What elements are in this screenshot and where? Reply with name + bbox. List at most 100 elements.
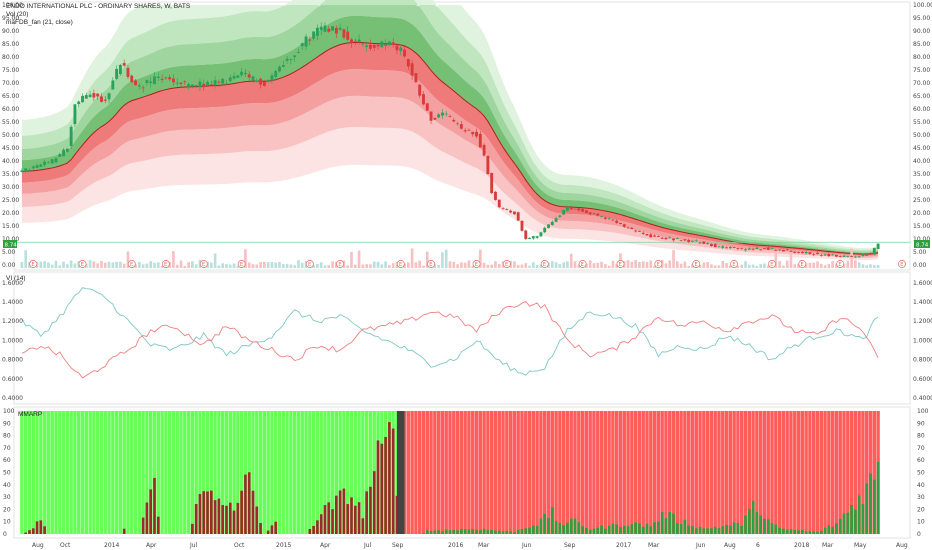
price-tick-right: 35.00	[913, 171, 930, 178]
candle-body	[115, 68, 119, 79]
candle-body	[709, 244, 713, 246]
mmarp-value-bar	[774, 524, 778, 534]
mmarp-value-bar	[156, 516, 160, 534]
candle-body	[834, 254, 838, 257]
candle-body	[872, 247, 876, 255]
price-tick-left: 55.00	[2, 119, 19, 126]
mmarp-value-bar	[221, 505, 225, 534]
candle-body	[84, 95, 88, 99]
mmarp-value-bar	[660, 512, 664, 534]
mmarp-value-bar	[808, 530, 812, 534]
symbol-title[interactable]: ENDO INTERNATIONAL PLC - ORDINARY SHARES…	[6, 3, 191, 10]
mmarp-regime-bar	[573, 411, 577, 534]
mmarp-regime-bar	[554, 411, 558, 534]
mmarp-regime-bar	[308, 411, 312, 534]
mmarp-value-bar	[823, 527, 827, 534]
volume-bar	[418, 260, 422, 268]
mmarp-tick-left: 30	[3, 494, 11, 501]
mmarp-regime-bar	[406, 411, 411, 534]
price-tick-right: 20.00	[913, 210, 930, 217]
mmarp-value-bar	[244, 474, 247, 534]
volume-bar	[160, 265, 164, 268]
mmarp-regime-bar	[50, 411, 54, 534]
earnings-marker: E	[199, 260, 208, 268]
mmarp-value-bar	[755, 511, 759, 534]
earnings-marker: E	[836, 260, 845, 268]
mmarp-value-bar	[331, 509, 334, 534]
mmarp-legend[interactable]: MMARP	[18, 411, 42, 418]
volume-bar	[312, 265, 315, 268]
earnings-marker: E	[540, 260, 549, 268]
volume-bar	[687, 265, 691, 268]
candle-body	[740, 248, 744, 250]
volume-bar	[357, 250, 361, 268]
volume-bar	[331, 261, 334, 268]
candle-body	[797, 252, 800, 253]
volume-bar	[729, 265, 732, 268]
earnings-letter: E	[475, 262, 478, 268]
candle-body	[171, 78, 175, 83]
volume-bar	[209, 262, 213, 268]
mmarp-regime-bar	[95, 411, 100, 534]
mmarp-regime-bar	[652, 411, 657, 534]
volume-bar	[433, 263, 437, 268]
candle-body	[630, 227, 634, 230]
mmarp-tick-right: 60	[917, 457, 925, 464]
candle-body	[831, 254, 835, 256]
volume-bar	[785, 260, 789, 268]
candle-body	[611, 219, 615, 221]
volume-bar	[96, 263, 99, 268]
candle-body	[721, 246, 725, 248]
volume-bar	[236, 265, 240, 268]
volume-bar	[456, 264, 459, 268]
mmarp-regime-bar	[194, 411, 198, 534]
mmarp-value-bar	[827, 525, 831, 534]
volume-bar	[448, 261, 452, 268]
vi-legend[interactable]: VI (14)	[6, 275, 26, 282]
volume-bar	[293, 265, 296, 268]
mmarp-value-bar	[694, 528, 698, 534]
volume-bar	[497, 264, 501, 268]
x-tick-label: Apr	[320, 542, 331, 549]
volume-legend[interactable]: Vol (20)	[6, 11, 28, 18]
volume-bar	[604, 264, 607, 268]
candle-body	[857, 256, 861, 258]
candle-body	[43, 161, 47, 165]
volume-bar	[376, 261, 380, 268]
mmarp-value-bar	[725, 524, 728, 534]
candle-body	[763, 248, 766, 250]
candle-body	[425, 103, 429, 111]
volume-bar	[115, 261, 118, 268]
candle-body	[187, 83, 191, 87]
candle-body	[600, 216, 603, 218]
candle-body	[603, 217, 607, 219]
volume-bar	[778, 261, 781, 268]
mmarp-regime-bar	[740, 411, 744, 534]
volume-bar	[490, 264, 493, 268]
candle-body	[490, 172, 494, 194]
price-tick-left: 5.00	[2, 249, 16, 256]
candle-body	[588, 212, 592, 215]
mmarp-regime-bar	[342, 411, 346, 534]
mmarp-regime-bar	[349, 411, 354, 534]
mmarp-value-bar	[558, 523, 562, 534]
mmarp-value-bar	[770, 522, 774, 534]
volume-bar	[539, 264, 543, 268]
candle-body	[728, 246, 732, 249]
mmarp-regime-bar	[73, 411, 77, 534]
earnings-circle	[396, 260, 405, 268]
mmarp-value-bar	[369, 486, 372, 534]
candle-body	[240, 71, 244, 76]
mmarp-regime-bar	[501, 411, 505, 534]
price-tick-right: 55.00	[913, 119, 930, 126]
price-tick-right: 10.00	[913, 236, 930, 243]
volume-bar	[289, 264, 293, 268]
candle-body	[463, 130, 467, 132]
ma-fan-legend[interactable]: maFDB_fan (21, close)	[6, 19, 73, 26]
volume-bar	[751, 264, 755, 268]
mmarp-value-bar	[763, 518, 766, 534]
volume-bar	[615, 264, 619, 268]
volume-bar	[698, 265, 702, 268]
candle-body	[35, 165, 39, 169]
mmarp-value-bar	[191, 523, 194, 534]
